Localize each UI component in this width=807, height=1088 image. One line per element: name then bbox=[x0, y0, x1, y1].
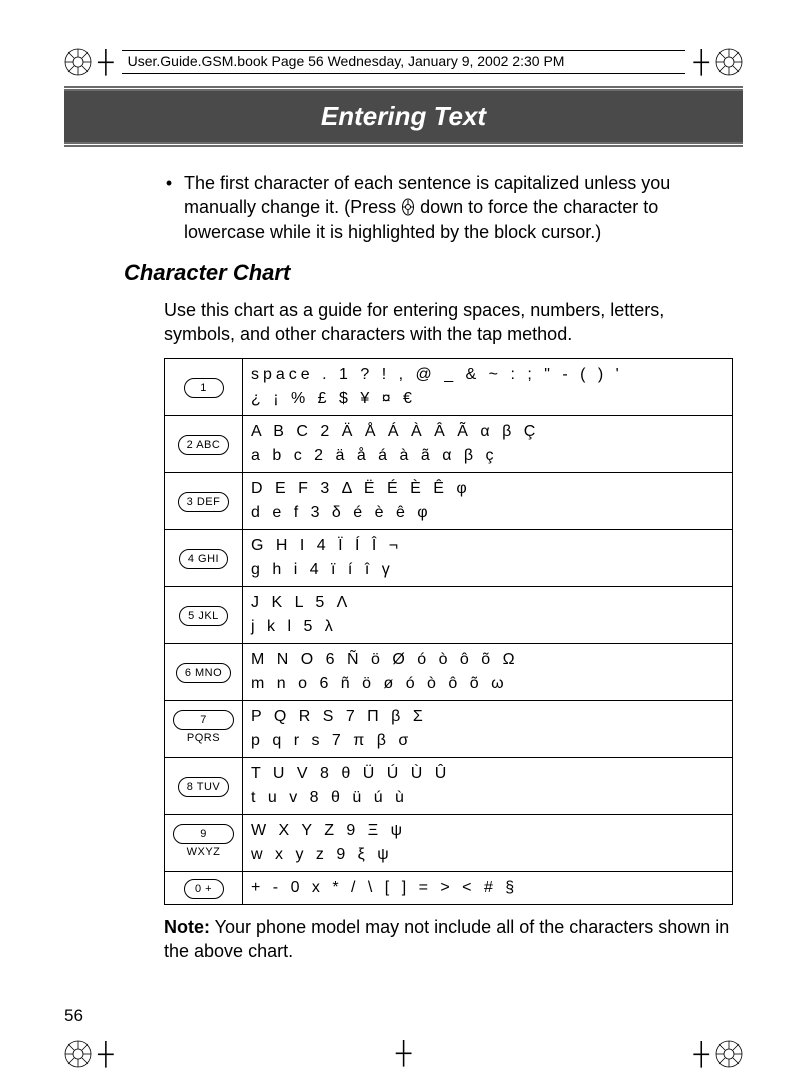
char-line: m n o 6 ñ ö ø ó ò ô õ ω bbox=[251, 672, 724, 696]
cropmark-bottom-right: ┼ bbox=[693, 1040, 743, 1068]
keycap-icon: 5 JKL bbox=[179, 606, 228, 626]
chars-cell: J K L 5 Λj k l 5 λ bbox=[243, 587, 733, 644]
char-line: + - 0 x * / \ [ ] = > < # § bbox=[251, 876, 724, 900]
banner-title: Entering Text bbox=[64, 89, 743, 144]
subheading: Character Chart bbox=[124, 258, 733, 288]
file-info-text: User.Guide.GSM.book Page 56 Wednesday, J… bbox=[128, 51, 565, 71]
sunburst-icon bbox=[64, 1040, 92, 1068]
char-line: G H I 4 Ï Í Î ¬ bbox=[251, 534, 724, 558]
key-cell: 8 TUV bbox=[165, 758, 243, 815]
chars-cell: M N O 6 Ñ ö Ø ó ò ô õ Ωm n o 6 ñ ö ø ó ò… bbox=[243, 644, 733, 701]
table-row: 4 GHI G H I 4 Ï Í Î ¬g h i 4 ï í î γ bbox=[165, 530, 733, 587]
chars-cell: G H I 4 Ï Í Î ¬g h i 4 ï í î γ bbox=[243, 530, 733, 587]
key-cell: 5 JKL bbox=[165, 587, 243, 644]
keycap-icon: 4 GHI bbox=[179, 549, 228, 569]
keycap-icon: 7 PQRS bbox=[173, 710, 234, 730]
character-chart-table: 1 space . 1 ? ! , @ _ & ~ : ; " - ( ) '¿ … bbox=[164, 358, 733, 905]
plus-icon: ┼ bbox=[693, 1043, 709, 1065]
body: • The first character of each sentence i… bbox=[64, 171, 743, 964]
table-row: 6 MNO M N O 6 Ñ ö Ø ó ò ô õ Ωm n o 6 ñ ö … bbox=[165, 644, 733, 701]
plus-icon: ┼ bbox=[98, 1043, 114, 1065]
char-line: A B C 2 Ä Å Á À Â Ã α β Ç bbox=[251, 420, 724, 444]
char-line: d e f 3 δ é è ê φ bbox=[251, 501, 724, 525]
char-line: a b c 2 ä å á à ã α β ç bbox=[251, 444, 724, 468]
char-line: w x y z 9 ξ ψ bbox=[251, 843, 724, 867]
key-cell: 6 MNO bbox=[165, 644, 243, 701]
keycap-icon: 9 WXYZ bbox=[173, 824, 234, 844]
banner-rule bbox=[64, 86, 743, 88]
keycap-icon: 2 ABC bbox=[178, 435, 230, 455]
nav-key-icon bbox=[401, 198, 415, 216]
page: ┼ User.Guide.GSM.book Page 56 Wednesday,… bbox=[0, 0, 807, 1088]
banner: Entering Text bbox=[64, 86, 743, 147]
table-row: 8 TUV T U V 8 θ Ü Ú Ù Ût u v 8 θ ü ú ù bbox=[165, 758, 733, 815]
chars-cell: space . 1 ? ! , @ _ & ~ : ; " - ( ) '¿ ¡… bbox=[243, 359, 733, 416]
keycap-icon: 3 DEF bbox=[178, 492, 230, 512]
char-line: D E F 3 Δ Ë É È Ê φ bbox=[251, 477, 724, 501]
char-line: W X Y Z 9 Ξ ψ bbox=[251, 819, 724, 843]
cropmark-bottom-left: ┼ bbox=[64, 1040, 114, 1068]
chars-cell: D E F 3 Δ Ë É È Ê φd e f 3 δ é è ê φ bbox=[243, 473, 733, 530]
note: Note: Your phone model may not include a… bbox=[164, 915, 733, 964]
key-cell: 7 PQRS bbox=[165, 701, 243, 758]
cropmark-top-right: ┼ bbox=[693, 48, 743, 76]
char-line: M N O 6 Ñ ö Ø ó ò ô õ Ω bbox=[251, 648, 724, 672]
plus-icon: ┼ bbox=[396, 1040, 412, 1066]
char-line: p q r s 7 π β σ bbox=[251, 729, 724, 753]
char-line: ¿ ¡ % £ $ ¥ ¤ € bbox=[251, 387, 724, 411]
table-row: 7 PQRS P Q R S 7 Π β Σp q r s 7 π β σ bbox=[165, 701, 733, 758]
banner-rule bbox=[64, 145, 743, 147]
char-line: P Q R S 7 Π β Σ bbox=[251, 705, 724, 729]
key-cell: 4 GHI bbox=[165, 530, 243, 587]
key-cell: 0 + bbox=[165, 872, 243, 905]
keycap-icon: 8 TUV bbox=[178, 777, 229, 797]
key-cell: 3 DEF bbox=[165, 473, 243, 530]
cropmark-top-left: ┼ bbox=[64, 48, 114, 76]
table-row: 5 JKL J K L 5 Λj k l 5 λ bbox=[165, 587, 733, 644]
table-row: 1 space . 1 ? ! , @ _ & ~ : ; " - ( ) '¿ … bbox=[165, 359, 733, 416]
key-cell: 1 bbox=[165, 359, 243, 416]
char-line: space . 1 ? ! , @ _ & ~ : ; " - ( ) ' bbox=[251, 363, 724, 387]
page-number: 56 bbox=[64, 1006, 83, 1026]
char-line: T U V 8 θ Ü Ú Ù Û bbox=[251, 762, 724, 786]
table-row: 2 ABC A B C 2 Ä Å Á À Â Ã α β Ça b c 2 ä … bbox=[165, 416, 733, 473]
table-row: 3 DEF D E F 3 Δ Ë É È Ê φd e f 3 δ é è ê … bbox=[165, 473, 733, 530]
bullet-text: The first character of each sentence is … bbox=[184, 171, 733, 244]
bullet-item: • The first character of each sentence i… bbox=[164, 171, 733, 244]
note-text: Your phone model may not include all of … bbox=[164, 917, 729, 961]
key-cell: 2 ABC bbox=[165, 416, 243, 473]
intro-text: Use this chart as a guide for entering s… bbox=[164, 298, 733, 347]
sunburst-icon bbox=[64, 48, 92, 76]
char-line: g h i 4 ï í î γ bbox=[251, 558, 724, 582]
table-row: 0 + + - 0 x * / \ [ ] = > < # § bbox=[165, 872, 733, 905]
table-row: 9 WXYZ W X Y Z 9 Ξ ψw x y z 9 ξ ψ bbox=[165, 815, 733, 872]
note-label: Note: bbox=[164, 917, 210, 937]
plus-icon: ┼ bbox=[693, 51, 709, 73]
char-line: t u v 8 θ ü ú ù bbox=[251, 786, 724, 810]
chars-cell: P Q R S 7 Π β Σp q r s 7 π β σ bbox=[243, 701, 733, 758]
chars-cell: W X Y Z 9 Ξ ψw x y z 9 ξ ψ bbox=[243, 815, 733, 872]
chars-cell: A B C 2 Ä Å Á À Â Ã α β Ça b c 2 ä å á à… bbox=[243, 416, 733, 473]
bullet-dot-icon: • bbox=[164, 171, 174, 244]
keycap-icon: 0 + bbox=[184, 879, 224, 899]
char-line: J K L 5 Λ bbox=[251, 591, 724, 615]
keycap-icon: 1 bbox=[184, 378, 224, 398]
sunburst-icon bbox=[715, 48, 743, 76]
keycap-icon: 6 MNO bbox=[176, 663, 231, 683]
plus-icon: ┼ bbox=[98, 51, 114, 73]
header-row: ┼ User.Guide.GSM.book Page 56 Wednesday,… bbox=[64, 48, 743, 76]
chars-cell: + - 0 x * / \ [ ] = > < # § bbox=[243, 872, 733, 905]
sunburst-icon bbox=[715, 1040, 743, 1068]
file-info-bar: User.Guide.GSM.book Page 56 Wednesday, J… bbox=[122, 50, 686, 74]
char-line: j k l 5 λ bbox=[251, 615, 724, 639]
key-cell: 9 WXYZ bbox=[165, 815, 243, 872]
chars-cell: T U V 8 θ Ü Ú Ù Ût u v 8 θ ü ú ù bbox=[243, 758, 733, 815]
